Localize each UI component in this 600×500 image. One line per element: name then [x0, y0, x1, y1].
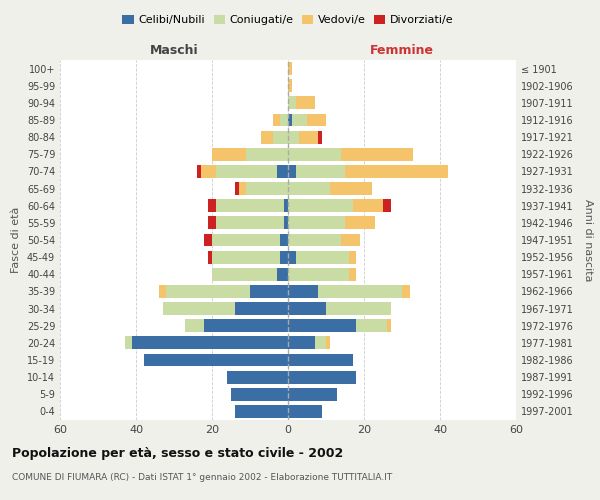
Bar: [288, 354, 353, 366]
Text: Maschi: Maschi: [149, 44, 199, 57]
Bar: [349, 268, 356, 280]
Bar: [356, 320, 387, 332]
Bar: [159, 285, 166, 298]
Bar: [288, 268, 349, 280]
Bar: [280, 250, 288, 264]
Text: Femmine: Femmine: [370, 44, 434, 57]
Bar: [307, 114, 326, 126]
Bar: [288, 302, 326, 315]
Bar: [288, 388, 337, 400]
Bar: [250, 285, 288, 298]
Bar: [326, 302, 391, 315]
Bar: [246, 182, 288, 195]
Bar: [280, 114, 288, 126]
Bar: [166, 285, 250, 298]
Bar: [277, 268, 288, 280]
Bar: [216, 216, 284, 230]
Bar: [353, 200, 383, 212]
Bar: [288, 148, 341, 160]
Bar: [349, 250, 356, 264]
Bar: [288, 80, 292, 92]
Y-axis label: Anni di nascita: Anni di nascita: [583, 198, 593, 281]
Bar: [341, 148, 413, 160]
Bar: [239, 182, 246, 195]
Bar: [288, 96, 296, 110]
Bar: [212, 250, 280, 264]
Bar: [280, 234, 288, 246]
Bar: [143, 354, 288, 366]
Text: COMUNE DI FIUMARA (RC) - Dati ISTAT 1° gennaio 2002 - Elaborazione TUTTITALIA.IT: COMUNE DI FIUMARA (RC) - Dati ISTAT 1° g…: [12, 472, 392, 482]
Bar: [197, 165, 200, 178]
Bar: [205, 234, 212, 246]
Bar: [163, 302, 235, 315]
Bar: [345, 216, 376, 230]
Bar: [288, 370, 356, 384]
Bar: [296, 250, 349, 264]
Bar: [288, 200, 353, 212]
Bar: [288, 336, 314, 349]
Bar: [185, 320, 205, 332]
Bar: [273, 114, 280, 126]
Bar: [288, 234, 341, 246]
Bar: [288, 165, 296, 178]
Bar: [200, 165, 216, 178]
Bar: [288, 320, 356, 332]
Bar: [216, 165, 277, 178]
Bar: [205, 320, 288, 332]
Bar: [284, 200, 288, 212]
Bar: [208, 200, 216, 212]
Legend: Celibi/Nubili, Coniugati/e, Vedovi/e, Divorziati/e: Celibi/Nubili, Coniugati/e, Vedovi/e, Di…: [118, 10, 458, 30]
Bar: [299, 130, 319, 143]
Bar: [296, 96, 314, 110]
Bar: [208, 250, 212, 264]
Bar: [387, 320, 391, 332]
Bar: [273, 130, 288, 143]
Bar: [277, 165, 288, 178]
Bar: [284, 216, 288, 230]
Bar: [326, 336, 330, 349]
Bar: [288, 250, 296, 264]
Bar: [212, 148, 246, 160]
Bar: [341, 234, 360, 246]
Bar: [235, 405, 288, 418]
Bar: [288, 285, 319, 298]
Bar: [292, 114, 307, 126]
Bar: [296, 165, 345, 178]
Bar: [288, 114, 292, 126]
Bar: [212, 234, 280, 246]
Y-axis label: Fasce di età: Fasce di età: [11, 207, 21, 273]
Bar: [402, 285, 410, 298]
Bar: [319, 285, 402, 298]
Bar: [208, 216, 216, 230]
Bar: [235, 302, 288, 315]
Bar: [231, 388, 288, 400]
Bar: [288, 130, 299, 143]
Bar: [216, 200, 284, 212]
Bar: [246, 148, 288, 160]
Text: Popolazione per età, sesso e stato civile - 2002: Popolazione per età, sesso e stato civil…: [12, 448, 343, 460]
Bar: [288, 405, 322, 418]
Bar: [212, 268, 277, 280]
Bar: [288, 182, 330, 195]
Bar: [262, 130, 273, 143]
Bar: [345, 165, 448, 178]
Bar: [288, 62, 292, 75]
Bar: [383, 200, 391, 212]
Bar: [125, 336, 132, 349]
Bar: [314, 336, 326, 349]
Bar: [227, 370, 288, 384]
Bar: [288, 216, 345, 230]
Bar: [132, 336, 288, 349]
Bar: [330, 182, 371, 195]
Bar: [319, 130, 322, 143]
Bar: [235, 182, 239, 195]
